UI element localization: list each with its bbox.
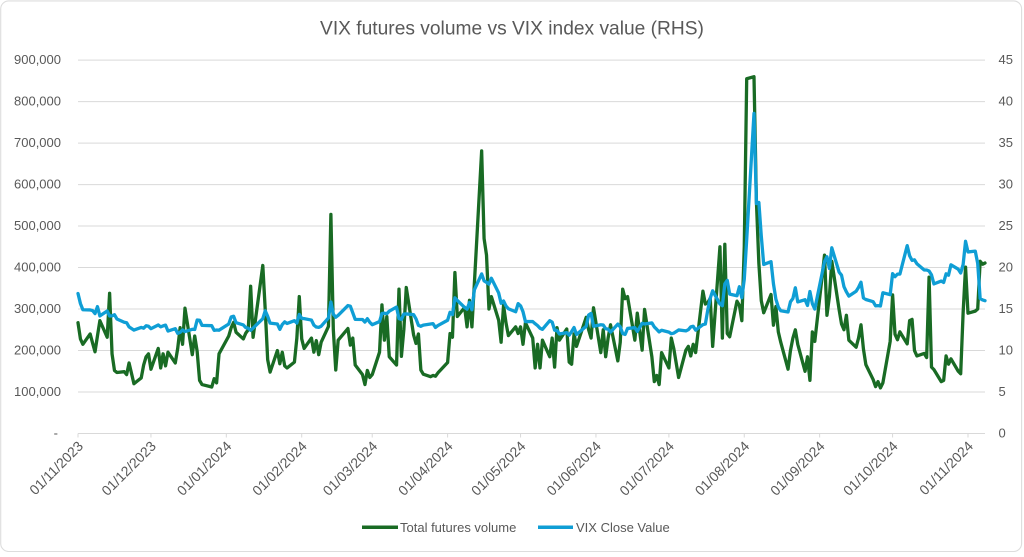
svg-text:25: 25 bbox=[999, 218, 1013, 233]
svg-text:30: 30 bbox=[999, 177, 1013, 192]
svg-text:5: 5 bbox=[999, 384, 1006, 399]
svg-text:900,000: 900,000 bbox=[14, 52, 61, 67]
svg-text:600,000: 600,000 bbox=[14, 177, 61, 192]
svg-text:700,000: 700,000 bbox=[14, 135, 61, 150]
svg-text:15: 15 bbox=[999, 301, 1013, 316]
svg-text:40: 40 bbox=[999, 94, 1013, 109]
svg-text:VIX Close Value: VIX Close Value bbox=[576, 520, 670, 535]
svg-text:45: 45 bbox=[999, 52, 1013, 67]
svg-text:800,000: 800,000 bbox=[14, 94, 61, 109]
svg-text:-: - bbox=[54, 425, 58, 440]
svg-text:100,000: 100,000 bbox=[14, 384, 61, 399]
svg-text:10: 10 bbox=[999, 342, 1013, 357]
svg-text:500,000: 500,000 bbox=[14, 218, 61, 233]
svg-text:0: 0 bbox=[999, 425, 1006, 440]
svg-text:400,000: 400,000 bbox=[14, 259, 61, 274]
svg-text:300,000: 300,000 bbox=[14, 301, 61, 316]
svg-text:35: 35 bbox=[999, 135, 1013, 150]
svg-text:20: 20 bbox=[999, 259, 1013, 274]
svg-text:VIX futures volume vs VIX inde: VIX futures volume vs VIX index value (R… bbox=[320, 19, 704, 40]
svg-text:Total futures volume: Total futures volume bbox=[400, 520, 516, 535]
svg-text:200,000: 200,000 bbox=[14, 342, 61, 357]
